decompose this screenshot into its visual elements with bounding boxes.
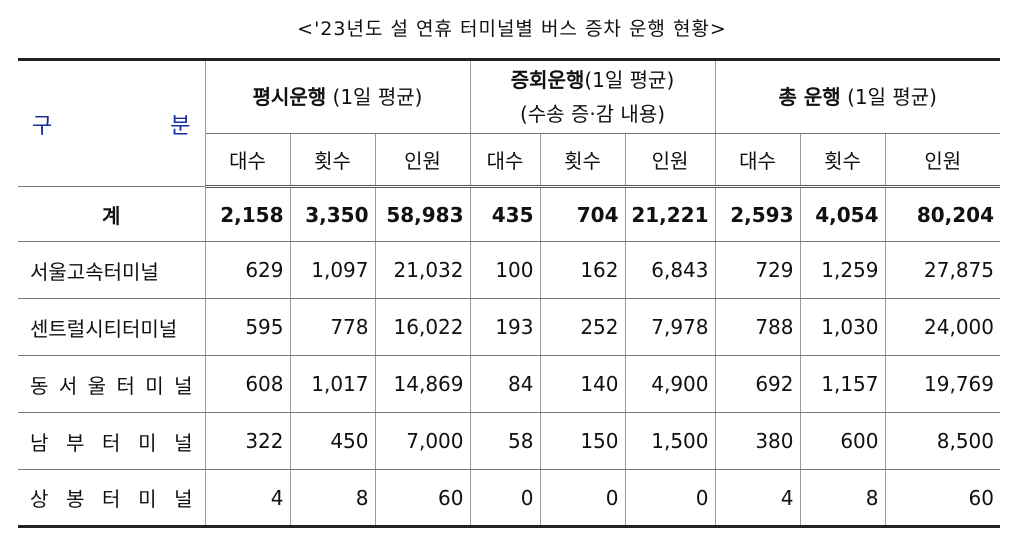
cell: 4,900 <box>624 355 716 413</box>
group-header: 총 운행 (1일 평균) <box>714 59 1001 134</box>
cell: 150 <box>539 412 626 470</box>
group-line: 총 운행 (1일 평균) <box>716 80 1001 114</box>
cell: 6,843 <box>624 241 716 299</box>
data-row: 동 서 울 터 미 널 608 1,017 14,869 84 140 4,900 692 1,… <box>18 355 1000 413</box>
data-row: 상 봉 터 미 널 4 8 60 0 0 0 4 8 60 <box>18 469 1000 527</box>
group-header: 평시운행 (1일 평균) <box>204 59 471 134</box>
row-label: 상 봉 터 미 널 <box>18 469 206 527</box>
subheader: 횟수 <box>799 133 886 188</box>
cell: 8 <box>289 469 376 527</box>
cell: 1,097 <box>289 241 376 299</box>
cell: 19,769 <box>884 355 1000 413</box>
cell: 2,593 <box>714 186 801 242</box>
cell: 7,000 <box>374 412 471 470</box>
subheader: 횟수 <box>539 133 626 188</box>
row-label: 계 <box>18 186 206 242</box>
group-note: (1일 평균) <box>332 85 423 109</box>
cell: 4 <box>204 469 291 527</box>
cell: 692 <box>714 355 801 413</box>
subheader: 대수 <box>714 133 801 188</box>
data-row: 계 2,158 3,350 58,983 435 704 21,221 2,593 4,054 8… <box>18 186 1000 242</box>
cell: 595 <box>204 298 291 356</box>
cell: 27,875 <box>884 241 1000 299</box>
title: <'23년도 설 연휴 터미널별 버스 증차 운행 현황> <box>297 18 727 40</box>
cell: 788 <box>714 298 801 356</box>
cell: 8,500 <box>884 412 1000 470</box>
cell: 2,158 <box>204 186 291 242</box>
cell: 729 <box>714 241 801 299</box>
group-name: 평시운행 <box>252 85 327 109</box>
cell: 60 <box>374 469 471 527</box>
cell: 100 <box>469 241 541 299</box>
group-line: 증회운행(1일 평균) <box>471 63 715 97</box>
cell: 58 <box>469 412 541 470</box>
cell: 435 <box>469 186 541 242</box>
cell: 193 <box>469 298 541 356</box>
group-name: 증회운행 <box>510 68 585 92</box>
cell: 704 <box>539 186 626 242</box>
cell: 24,000 <box>884 298 1000 356</box>
subheader: 횟수 <box>289 133 376 188</box>
cell: 60 <box>884 469 1000 527</box>
subheader-row: 대수 횟수 인원 대수 횟수 인원 대수 횟수 인원 <box>18 133 1000 188</box>
cell: 80,204 <box>884 186 1000 242</box>
cell: 1,017 <box>289 355 376 413</box>
subheader: 대수 <box>469 133 541 188</box>
subheader: 인원 <box>624 133 716 188</box>
row-label: 서울고속터미널 <box>18 241 206 299</box>
cell: 140 <box>539 355 626 413</box>
group-note-2: (수송 증·감 내용) <box>519 102 666 126</box>
group-name: 총 운행 <box>778 85 841 109</box>
cell: 450 <box>289 412 376 470</box>
cell: 600 <box>799 412 886 470</box>
header-row: 구 분 평시운행 (1일 평균) 증회운행(1일 평균) (수송 증·감 내용) 총 운… <box>18 59 1001 187</box>
cell: 21,221 <box>624 186 716 242</box>
group-header: 증회운행(1일 평균) (수송 증·감 내용) <box>469 59 716 134</box>
row-label: 동 서 울 터 미 널 <box>18 355 206 413</box>
cell: 252 <box>539 298 626 356</box>
cell: 1,500 <box>624 412 716 470</box>
cell: 1,157 <box>799 355 886 413</box>
subheader: 인원 <box>374 133 471 188</box>
corner-header: 구 분 <box>18 59 206 187</box>
group-note: (1일 평균) <box>847 85 937 109</box>
cell: 14,869 <box>374 355 471 413</box>
cell: 629 <box>204 241 291 299</box>
table: 구 분 평시운행 (1일 평균) 증회운행(1일 평균) (수송 증·감 내용) 총 운… <box>18 58 1000 528</box>
cell: 8 <box>799 469 886 527</box>
cell: 84 <box>469 355 541 413</box>
group-note: (1일 평균) <box>584 68 675 92</box>
subheader: 인원 <box>884 133 1000 188</box>
data-row: 남 부 터 미 널 322 450 7,000 58 150 1,500 380 600 8,50… <box>18 412 1000 470</box>
cell: 0 <box>624 469 716 527</box>
row-label: 남 부 터 미 널 <box>18 412 206 470</box>
cell: 16,022 <box>374 298 471 356</box>
cell: 1,259 <box>799 241 886 299</box>
cell: 4 <box>714 469 801 527</box>
cell: 778 <box>289 298 376 356</box>
cell: 162 <box>539 241 626 299</box>
cell: 7,978 <box>624 298 716 356</box>
cell: 58,983 <box>374 186 471 242</box>
cell: 21,032 <box>374 241 471 299</box>
cell: 3,350 <box>289 186 376 242</box>
group-line: 평시운행 (1일 평균) <box>206 80 470 114</box>
cell: 0 <box>539 469 626 527</box>
cell: 0 <box>469 469 541 527</box>
cell: 1,030 <box>799 298 886 356</box>
data-row: 센트럴시티터미널 595 778 16,022 193 252 7,978 788 1,030 2… <box>18 298 1000 356</box>
cell: 608 <box>204 355 291 413</box>
cell: 322 <box>204 412 291 470</box>
cell: 4,054 <box>799 186 886 242</box>
data-row: 서울고속터미널 629 1,097 21,032 100 162 6,843 729 1,259… <box>18 241 1000 299</box>
subheader: 대수 <box>205 133 291 188</box>
row-label: 센트럴시티터미널 <box>18 298 206 356</box>
cell: 380 <box>714 412 801 470</box>
